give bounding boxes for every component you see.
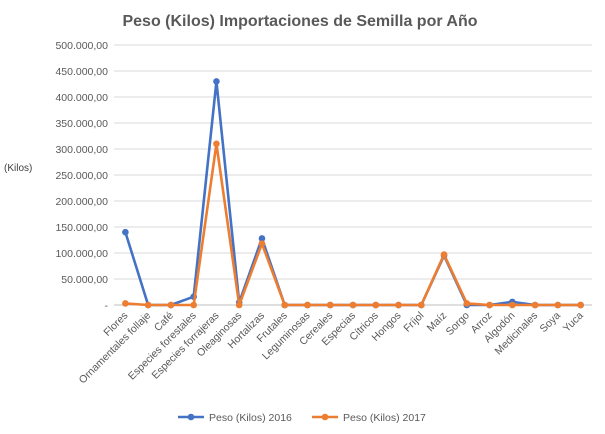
legend-entry-1: Peso (Kilos) 2016 xyxy=(178,412,292,424)
y-axis-ticks: - 50.000,00 100.000,00 150.000,00 200.000,00… xyxy=(55,40,108,312)
x-tick-label-yuca: Yuca xyxy=(561,310,586,335)
y-tick-label: 50.000,00 xyxy=(61,274,108,286)
data-point xyxy=(326,301,334,309)
data-point xyxy=(235,301,243,309)
data-point xyxy=(144,301,152,309)
x-tick-label-sorgo: Sorgo xyxy=(444,310,472,338)
gridlines xyxy=(114,44,592,306)
data-point xyxy=(213,140,220,148)
data-point xyxy=(304,301,311,309)
legend: Peso (Kilos) 2016 Peso (Kilos) 2017 xyxy=(178,412,426,424)
data-point xyxy=(417,301,425,309)
y-tick-label: 300.000,00 xyxy=(55,144,108,156)
y-tick-label: - xyxy=(105,300,109,312)
data-point xyxy=(122,300,129,307)
series-line xyxy=(124,142,582,307)
y-axis-label: (Kilos) xyxy=(4,163,32,174)
x-tick-label-frijol: Fríjol xyxy=(401,310,426,335)
chart-title: Peso (Kilos) Importaciones de Semilla po… xyxy=(122,13,477,30)
legend-label: Peso (Kilos) 2017 xyxy=(343,412,426,424)
y-tick-label: 250.000,00 xyxy=(55,170,108,182)
data-point xyxy=(372,301,380,309)
legend-entry-2: Peso (Kilos) 2017 xyxy=(312,412,426,424)
y-tick-label: 100.000,00 xyxy=(55,248,108,260)
x-tick-label-soya: Soya xyxy=(538,310,564,336)
legend-marker xyxy=(321,413,329,421)
data-point xyxy=(122,228,129,236)
y-tick-label: 400.000,00 xyxy=(55,92,108,104)
data-point xyxy=(440,251,448,258)
legend-label: Peso (Kilos) 2016 xyxy=(209,412,292,424)
legend-marker xyxy=(187,413,195,421)
y-tick-label: 500.000,00 xyxy=(55,40,108,52)
data-point xyxy=(349,301,357,309)
data-point xyxy=(577,301,584,309)
data-point xyxy=(395,301,402,309)
data-point xyxy=(554,301,562,309)
series-line xyxy=(124,80,582,307)
data-point xyxy=(531,301,539,309)
series-2 xyxy=(122,140,584,309)
data-point xyxy=(190,301,197,309)
data-point xyxy=(258,235,266,242)
y-tick-label: 450.000,00 xyxy=(55,66,108,78)
data-point xyxy=(509,301,516,309)
y-tick-label: 150.000,00 xyxy=(55,222,108,234)
series-layer xyxy=(122,78,584,309)
y-tick-label: 350.000,00 xyxy=(55,118,108,130)
data-point xyxy=(486,301,493,309)
series-1 xyxy=(122,78,584,309)
y-tick-label: 200.000,00 xyxy=(55,196,108,208)
data-point xyxy=(167,301,175,309)
data-point xyxy=(281,301,289,309)
data-point xyxy=(463,300,471,307)
data-point xyxy=(213,78,220,85)
data-point xyxy=(258,240,266,247)
